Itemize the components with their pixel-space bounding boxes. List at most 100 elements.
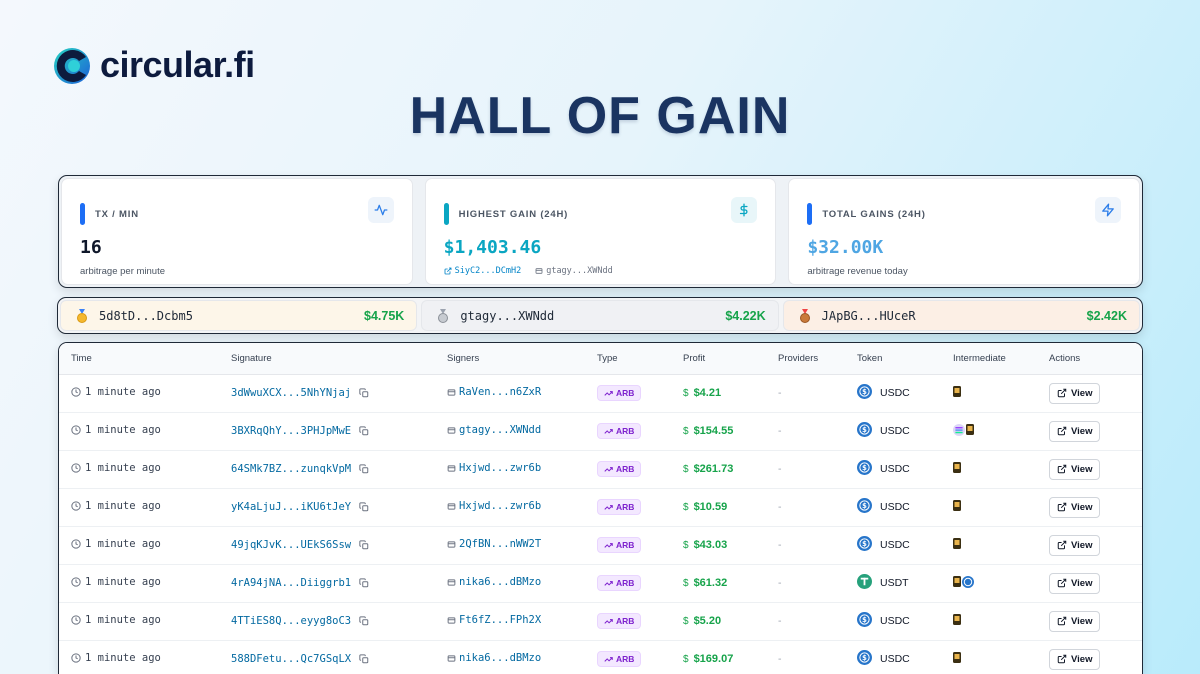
view-button[interactable]: View (1049, 458, 1101, 480)
type-badge: ARB (597, 537, 642, 553)
signer-link[interactable]: gtagy...XWNdd (535, 266, 613, 276)
leader-amount: $2.42K (1086, 308, 1127, 323)
dollar-sign-icon: $ (683, 425, 689, 437)
row-providers: - (778, 615, 782, 627)
row-time: 1 minute ago (85, 576, 161, 588)
dollar-sign-icon: $ (683, 615, 689, 627)
view-button[interactable]: View (1049, 420, 1101, 442)
intermediate-tokens (953, 652, 961, 663)
activity-icon (367, 197, 394, 223)
view-button[interactable]: View (1049, 496, 1101, 518)
row-profit: $10.59 (693, 501, 728, 514)
sol-icon (953, 423, 965, 436)
leader-second[interactable]: gtagy...XWNdd $4.22K (421, 300, 779, 331)
wallet-icon (535, 268, 543, 274)
row-time: 1 minute ago (85, 500, 161, 512)
stat-label: TOTAL GAINS (24H) (822, 208, 926, 220)
col-profit: Profit (683, 352, 706, 364)
row-providers: - (778, 577, 782, 589)
brand-logo[interactable]: circular.fi (52, 44, 255, 86)
signature-link[interactable]: 3dWwuXCX...5NhYNjaj (231, 387, 352, 399)
copy-icon[interactable] (359, 616, 369, 626)
col-intermediate: Intermediate (953, 352, 1006, 364)
signer-link[interactable]: Hxjwd...zwr6b (459, 500, 542, 513)
copy-icon[interactable] (359, 388, 369, 398)
col-actions: Actions (1049, 352, 1081, 364)
col-token: Token (857, 352, 883, 364)
signer-link[interactable]: Ft6fZ...FPh2X (459, 614, 542, 627)
svg-text:$: $ (862, 540, 867, 548)
row-token: USDC (880, 615, 910, 627)
view-button[interactable]: View (1049, 534, 1101, 556)
table-row: 1 minute ago 4rA94jNA...Diiggrb1 nika6..… (59, 564, 1142, 602)
view-button[interactable]: View (1049, 572, 1101, 594)
type-badge: ARB (597, 651, 642, 667)
intermediate-token-icon (953, 614, 961, 625)
view-button[interactable]: View (1049, 648, 1101, 670)
leader-third[interactable]: JApBG...HUceR $2.42K (782, 300, 1140, 331)
svg-text:$: $ (862, 502, 867, 510)
brand-name: circular.fi (100, 44, 255, 85)
wallet-icon (447, 389, 456, 396)
copy-icon[interactable] (359, 426, 369, 436)
page-title: HALL OF GAIN (409, 87, 791, 145)
type-badge: ARB (597, 423, 642, 439)
intermediate-tokens (953, 462, 961, 473)
copy-icon[interactable] (359, 502, 369, 512)
usdc-icon (962, 575, 974, 588)
signer-link[interactable]: Hxjwd...zwr6b (459, 462, 542, 475)
circular-logo-icon (54, 48, 90, 84)
dollar-sign-icon: $ (683, 653, 689, 665)
view-button[interactable]: View (1049, 382, 1101, 404)
trending-up-icon (604, 542, 613, 548)
zap-icon (1095, 197, 1122, 223)
svg-text:$: $ (862, 426, 867, 434)
signature-link[interactable]: 3BXRqQhY...3PHJpMwE (231, 425, 352, 437)
row-providers: - (778, 463, 782, 475)
leader-address: 5d8tD...Dcbm5 (99, 308, 193, 323)
signer-link[interactable]: nika6...dBMzo (459, 652, 542, 665)
signature-link[interactable]: 588DFetu...Qc7GSqLX (231, 653, 352, 665)
signature-link[interactable]: 49jqKJvK...UEkS6Ssw (231, 539, 352, 551)
signature-link[interactable]: SiyC2...DCmH2 (444, 266, 521, 276)
col-signers: Signers (447, 352, 480, 364)
external-link-icon (1057, 426, 1067, 436)
col-signature: Signature (231, 352, 272, 364)
dollar-sign-icon: $ (683, 463, 689, 475)
row-time: 1 minute ago (85, 538, 161, 550)
signer-link[interactable]: RaVen...n6ZxR (459, 386, 542, 399)
view-button[interactable]: View (1049, 610, 1101, 632)
stat-card-tx-per-min: TX / MIN 16 arbitrage per minute (61, 178, 413, 285)
clock-icon (71, 387, 81, 397)
copy-icon[interactable] (359, 578, 369, 588)
copy-icon[interactable] (359, 654, 369, 664)
table-row: 1 minute ago 49jqKJvK...UEkS6Ssw 2QfBN..… (59, 526, 1142, 564)
signer-link[interactable]: nika6...dBMzo (459, 576, 542, 589)
stat-card-total-gains: TOTAL GAINS (24H) $32.00K arbitrage reve… (788, 178, 1141, 285)
type-badge: ARB (597, 499, 642, 515)
copy-icon[interactable] (359, 464, 369, 474)
trending-up-icon (604, 580, 613, 586)
copy-icon[interactable] (359, 540, 369, 550)
row-profit: $61.32 (693, 577, 728, 590)
external-link-icon (1057, 540, 1067, 550)
leader-first[interactable]: 5d8tD...Dcbm5 $4.75K (60, 300, 418, 331)
signature-link[interactable]: 4rA94jNA...Diiggrb1 (231, 577, 352, 589)
stat-label: TX / MIN (95, 208, 139, 220)
bronze-medal-icon (798, 308, 812, 323)
svg-text:$: $ (862, 616, 867, 624)
external-link-icon (1057, 616, 1067, 626)
trending-up-icon (604, 390, 613, 396)
table-row: 1 minute ago yK4aLjuJ...iKU6tJeY Hxjwd..… (59, 488, 1142, 526)
type-badge: ARB (597, 575, 642, 591)
signer-link[interactable]: gtagy...XWNdd (459, 424, 542, 437)
stat-subtitle: arbitrage per minute (80, 266, 166, 277)
signer-link[interactable]: 2QfBN...nWW2T (459, 538, 542, 551)
signature-link[interactable]: 4TTiES8Q...eyyg8oC3 (231, 615, 352, 627)
row-providers: - (778, 539, 782, 551)
row-profit: $5.20 (693, 615, 722, 628)
table-row: 1 minute ago 3BXRqQhY...3PHJpMwE gtagy..… (59, 412, 1142, 450)
type-badge: ARB (597, 613, 642, 629)
signature-link[interactable]: 64SMk7BZ...zunqkVpM (231, 463, 352, 475)
signature-link[interactable]: yK4aLjuJ...iKU6tJeY (231, 501, 352, 513)
